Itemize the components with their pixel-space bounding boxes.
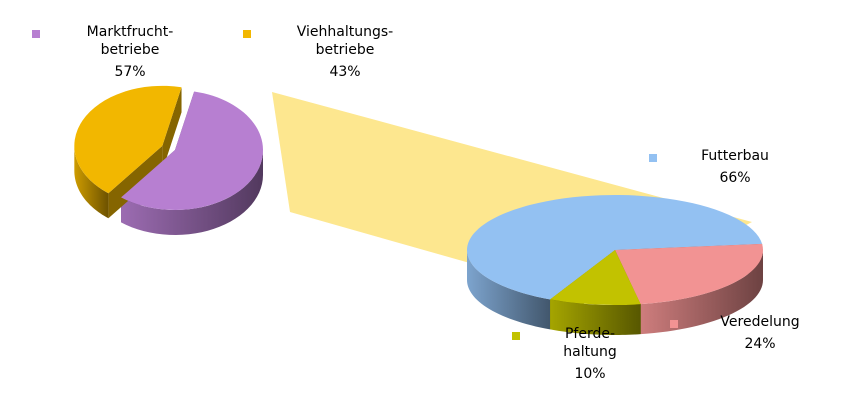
slice-side <box>74 145 109 219</box>
slice-label: Viehhaltungs-betriebe <box>297 24 393 58</box>
pie-slice <box>615 243 763 305</box>
legend-swatch <box>243 30 251 38</box>
slice-label: Marktfrucht-betriebe <box>87 24 174 58</box>
label-line: Marktfrucht- <box>87 24 174 40</box>
value-label: 57% <box>114 64 145 80</box>
label-line: betriebe <box>316 42 375 58</box>
value-label: 24% <box>744 336 775 352</box>
value-label: 43% <box>329 64 360 80</box>
label-line: Veredelung <box>720 314 799 330</box>
slice-side <box>640 250 763 335</box>
slice-label: Pferde-haltung <box>563 326 616 360</box>
pie-slice <box>550 250 641 305</box>
slice-side <box>550 299 641 335</box>
slice-side <box>121 150 263 235</box>
legend-swatch <box>512 332 520 340</box>
slice-side <box>467 250 551 330</box>
pie-slice <box>74 85 182 194</box>
slice-wall <box>162 87 182 171</box>
legend-swatch <box>670 320 678 328</box>
slice-label: Futterbau <box>701 148 769 164</box>
label-line: betriebe <box>101 42 160 58</box>
label-line: Pferde- <box>565 326 615 342</box>
value-label: 66% <box>719 170 750 186</box>
slice-wall <box>108 145 163 219</box>
label-line: Futterbau <box>701 148 769 164</box>
slice-label: Veredelung <box>720 314 799 330</box>
label-line: haltung <box>563 344 616 360</box>
legend-swatch <box>649 154 657 162</box>
pie-slice <box>121 91 263 210</box>
legend-swatch <box>32 30 40 38</box>
pie-slice <box>467 195 763 300</box>
label-line: Viehhaltungs- <box>297 24 393 40</box>
value-label: 10% <box>574 366 605 382</box>
